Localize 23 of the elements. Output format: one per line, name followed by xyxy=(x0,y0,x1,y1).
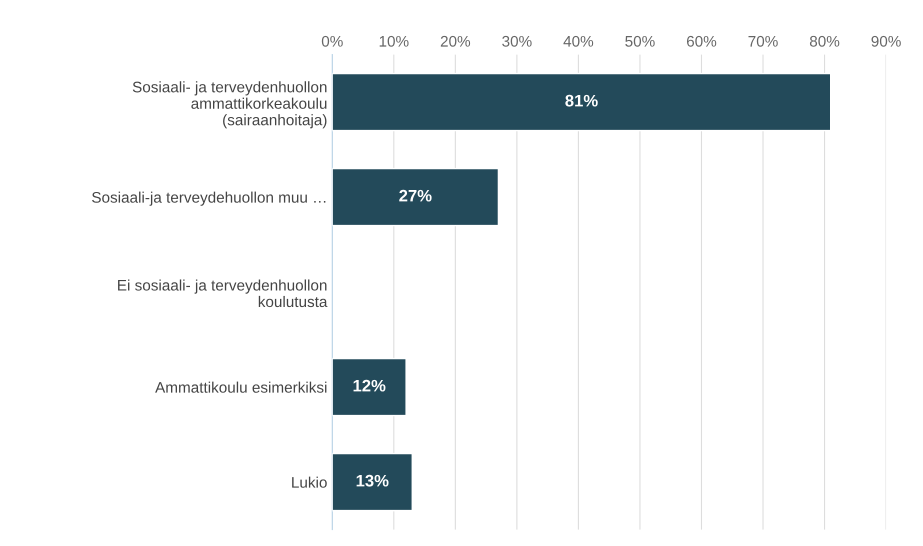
x-tick-label: 0% xyxy=(322,36,343,47)
bar xyxy=(332,72,832,132)
x-tick-label: 50% xyxy=(625,36,655,47)
data-label: 13% xyxy=(356,474,389,487)
x-tick-label: 60% xyxy=(686,36,716,47)
data-label: 27% xyxy=(399,190,432,202)
x-tick-label: 70% xyxy=(748,36,778,47)
x-tick-label: 10% xyxy=(380,36,409,47)
x-tick-label: 90% xyxy=(872,36,901,47)
y-tick-label: Lukio xyxy=(292,476,327,488)
bar xyxy=(332,452,413,512)
x-tick-label: 30% xyxy=(502,36,532,47)
x-tick-label: 80% xyxy=(810,36,840,47)
data-label: 81% xyxy=(565,94,598,107)
y-tick-label: Ammattikoulu esimerkiksi xyxy=(155,382,326,393)
data-label: 12% xyxy=(354,380,386,392)
y-tick-label: Ei sosiaali- ja terveydenhuollon koulutusta xyxy=(118,279,328,308)
x-tick-label: 20% xyxy=(440,36,470,47)
bar xyxy=(332,168,500,226)
y-tick-label: Sosiaali-ja terveydehuollon muu … xyxy=(92,192,326,206)
bar xyxy=(332,358,407,416)
y-tick-label: Sosiaali- ja terveydenhuollon ammattikorkeakoulu (sairaanhoitaja) xyxy=(132,81,326,128)
x-tick-label: 40% xyxy=(563,36,594,47)
